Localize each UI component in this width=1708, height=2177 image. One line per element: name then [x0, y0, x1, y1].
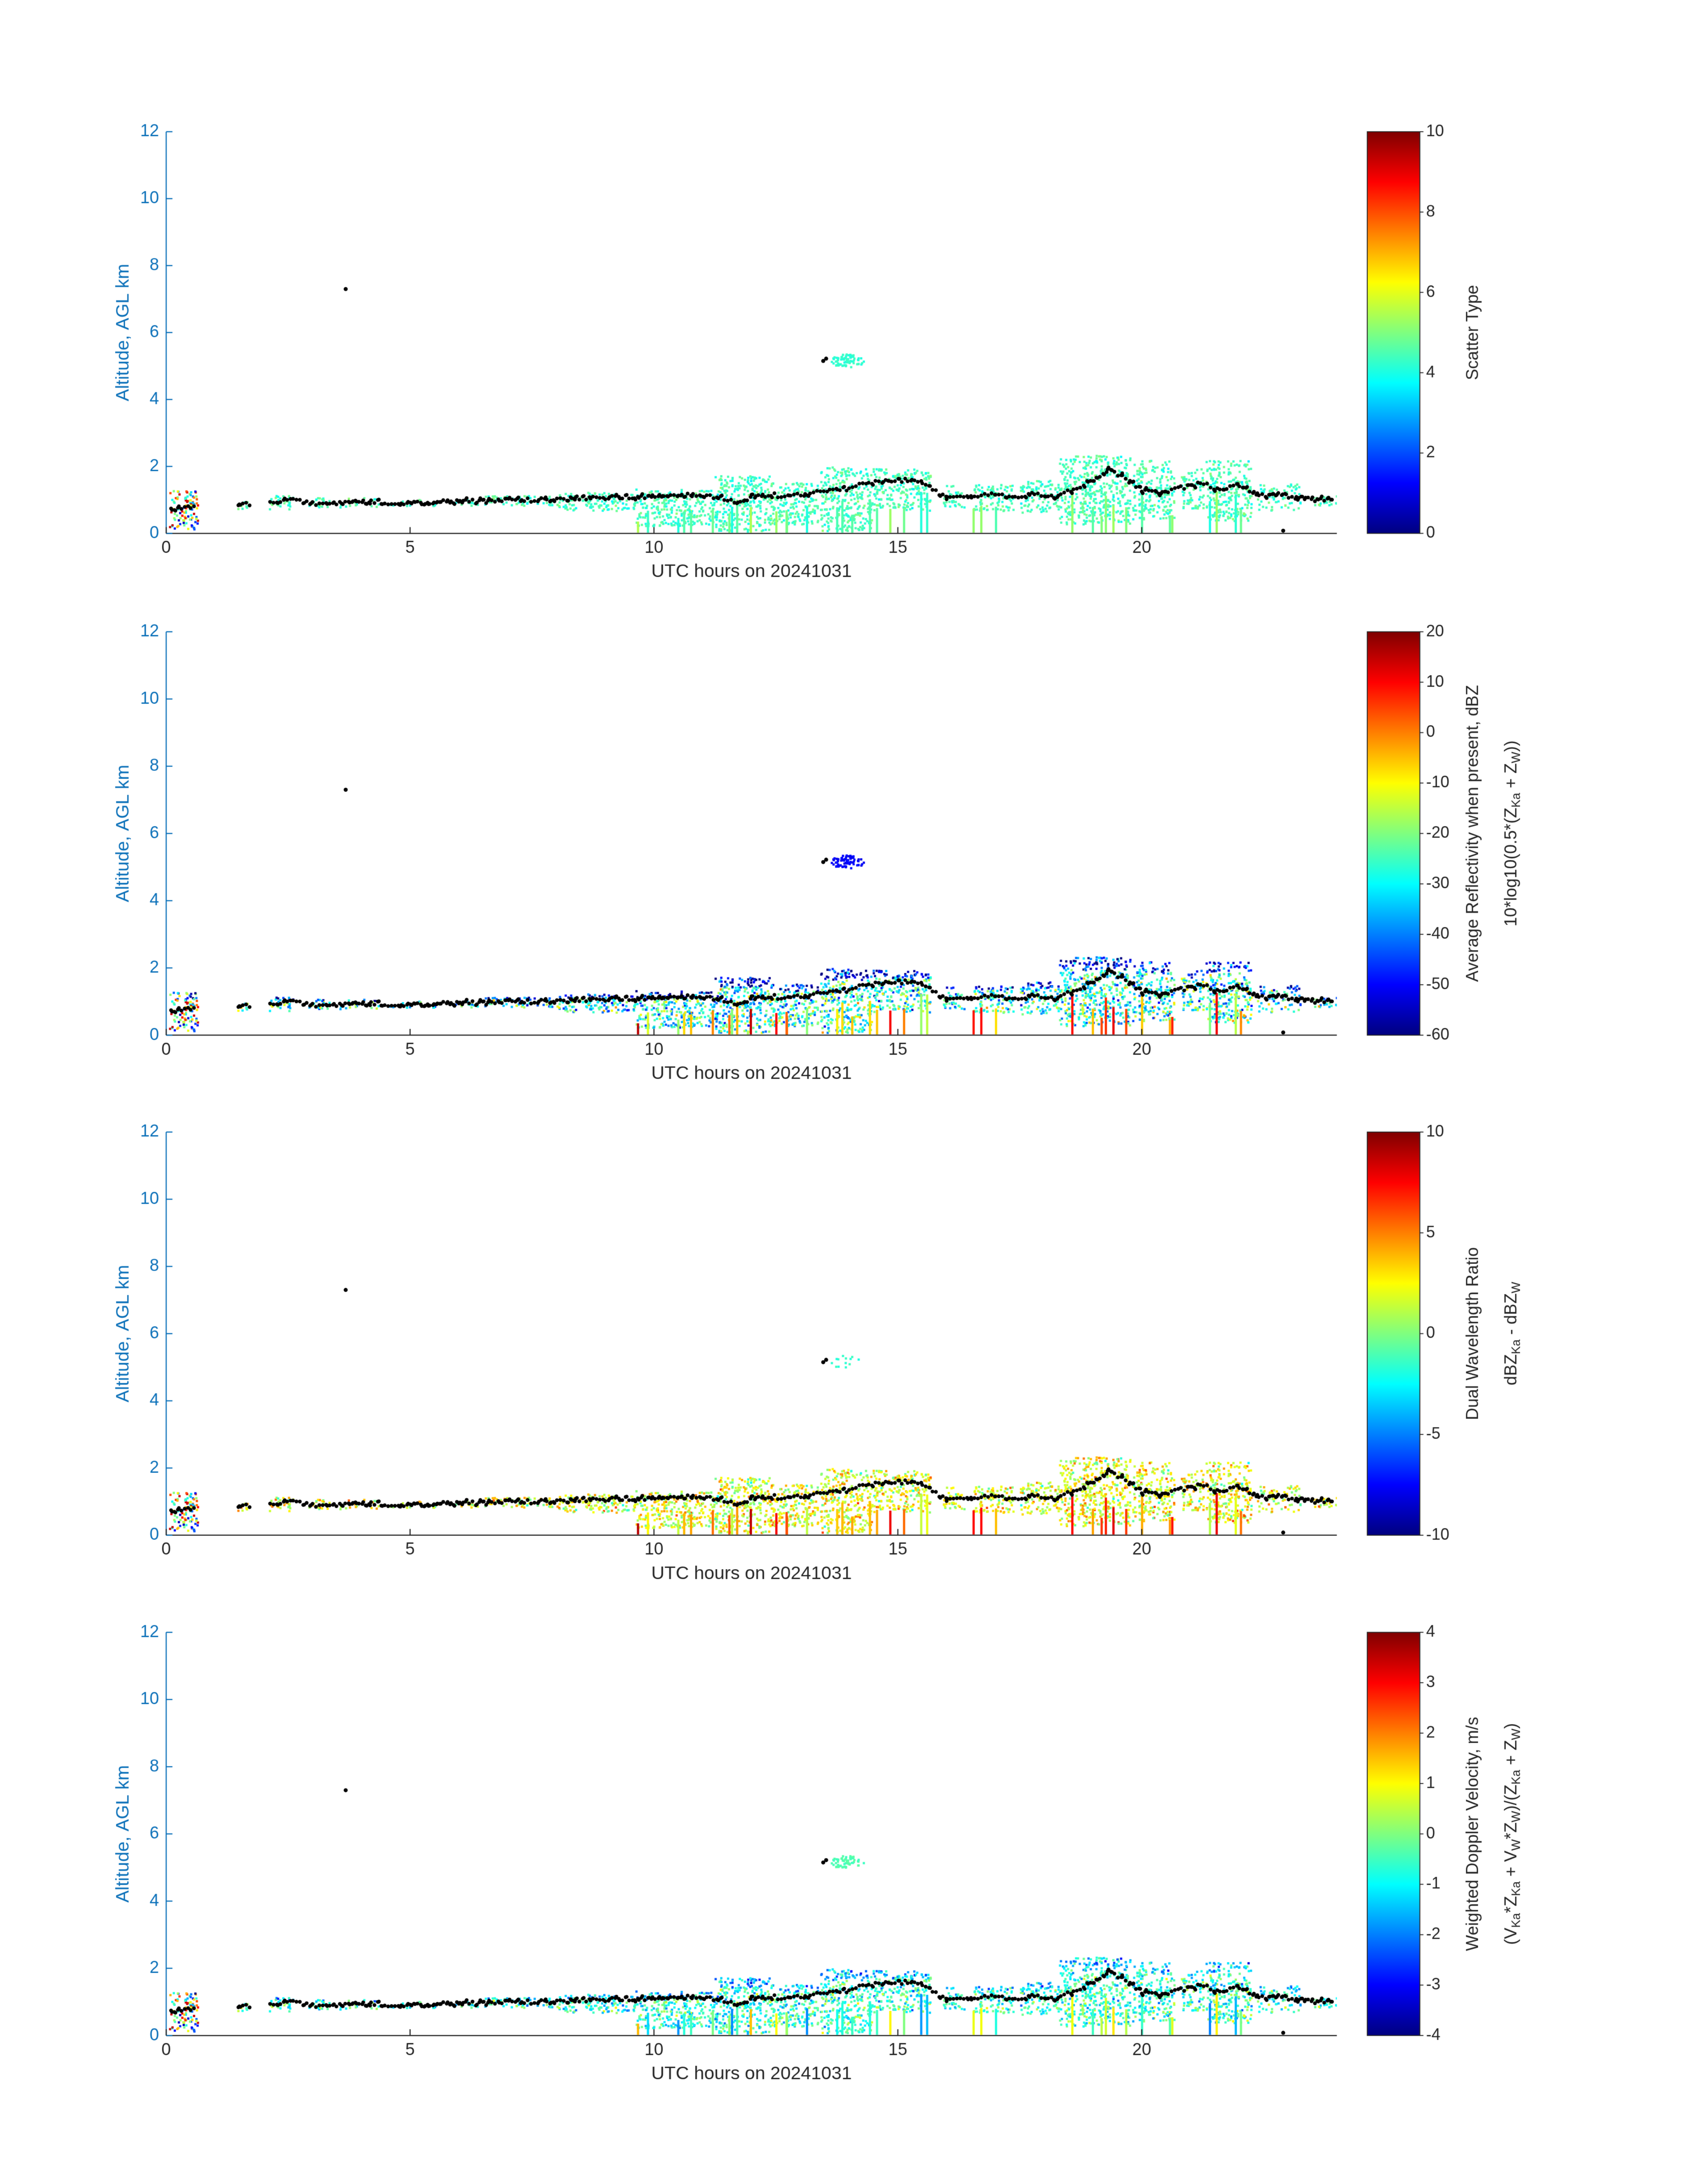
multi-panel-time-height-plot: [0, 0, 1708, 2177]
radar-quicklook-figure: [0, 0, 1708, 2177]
